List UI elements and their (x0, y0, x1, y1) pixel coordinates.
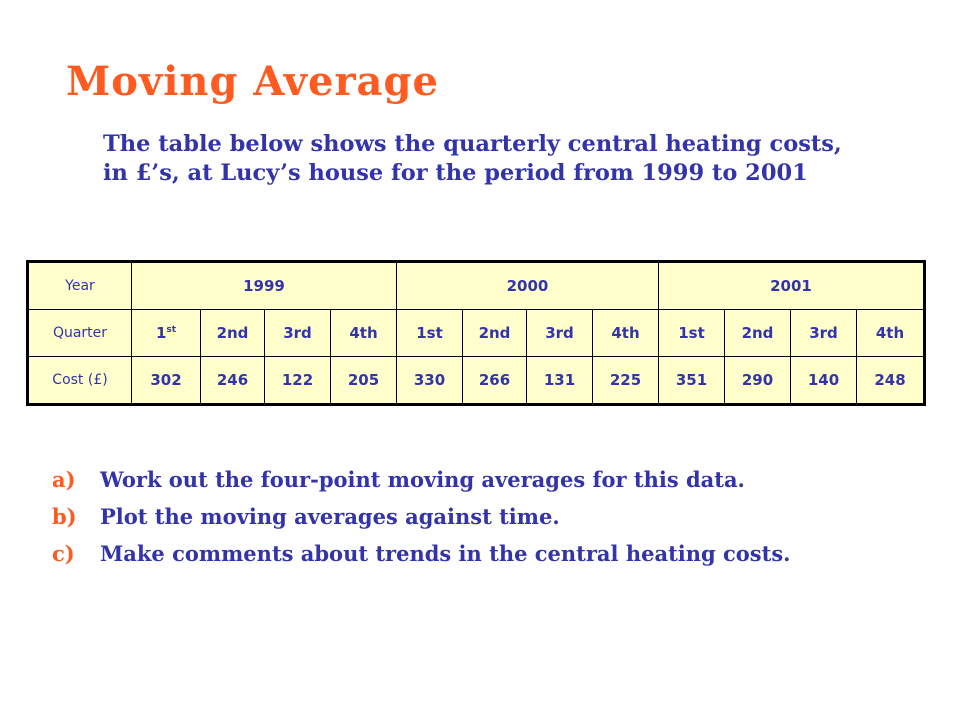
year-row: Year 1999 2000 2001 (27, 261, 925, 310)
cost-cell: 131 (526, 356, 593, 405)
question-item: a) Work out the four-point moving averag… (52, 466, 912, 494)
cost-row: Cost (£) 302 246 122 205 330 266 131 225… (27, 356, 925, 405)
year-cell: 2000 (396, 261, 659, 310)
question-text: Make comments about trends in the centra… (100, 541, 791, 566)
cost-cell: 225 (592, 356, 659, 405)
quarter-row: Quarter 1st 2nd 3rd 4th 1st 2nd 3rd 4th … (27, 309, 925, 357)
year-cell: 2001 (658, 261, 925, 310)
question-item: b) Plot the moving averages against time… (52, 503, 912, 531)
year-cell: 1999 (131, 261, 397, 310)
quarter-cell: 1st (658, 309, 725, 357)
question-item: c) Make comments about trends in the cen… (52, 540, 912, 568)
question-letter: c) (52, 541, 75, 566)
quarter-number: 1 (155, 324, 167, 342)
quarter-cell: 3rd (790, 309, 857, 357)
quarter-cell: 2nd (200, 309, 265, 357)
cost-cell: 248 (856, 356, 925, 405)
cost-cell: 302 (131, 356, 201, 405)
cost-cell: 140 (790, 356, 857, 405)
cost-cell: 266 (462, 356, 527, 405)
page-title: Moving Average (66, 58, 439, 105)
quarter-cell: 1st (396, 309, 463, 357)
cost-cell: 290 (724, 356, 791, 405)
year-header: Year (27, 261, 132, 310)
question-list: a) Work out the four-point moving averag… (52, 466, 912, 577)
cost-cell: 246 (200, 356, 265, 405)
quarter-cell: 1st (131, 309, 201, 357)
quarter-cell: 4th (330, 309, 397, 357)
quarter-header: Quarter (27, 309, 132, 357)
cost-cell: 351 (658, 356, 725, 405)
quarter-cell: 4th (592, 309, 659, 357)
question-letter: b) (52, 504, 77, 529)
quarter-cell: 4th (856, 309, 925, 357)
quarter-cell: 2nd (462, 309, 527, 357)
intro-text: The table below shows the quarterly cent… (103, 131, 842, 186)
quarter-cell: 3rd (264, 309, 331, 357)
question-letter: a) (52, 467, 76, 492)
heating-costs-table: Year 1999 2000 2001 Quarter 1st 2nd 3rd … (26, 260, 926, 406)
cost-header: Cost (£) (27, 356, 132, 405)
quarter-cell: 3rd (526, 309, 593, 357)
cost-cell: 205 (330, 356, 397, 405)
question-text: Work out the four-point moving averages … (100, 467, 745, 492)
cost-cell: 330 (396, 356, 463, 405)
quarter-cell: 2nd (724, 309, 791, 357)
question-text: Plot the moving averages against time. (100, 504, 560, 529)
cost-cell: 122 (264, 356, 331, 405)
quarter-suffix: st (166, 325, 177, 335)
